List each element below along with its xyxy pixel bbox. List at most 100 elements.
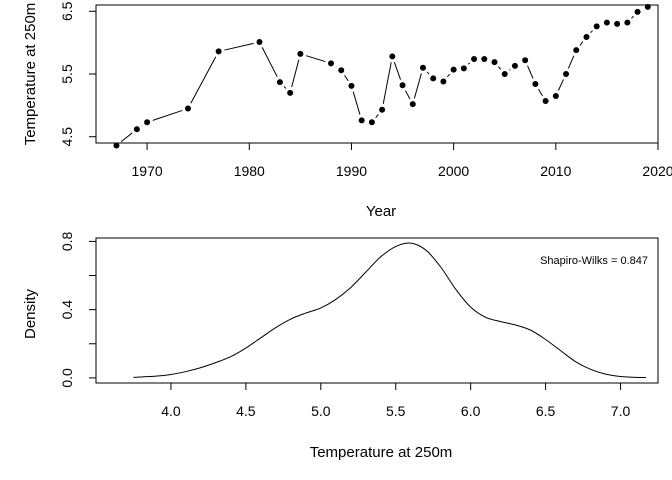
- series-segment: [344, 74, 349, 82]
- series-segment: [224, 42, 254, 51]
- x-tick-label: 7.0: [611, 403, 631, 419]
- x-tick-label: 4.0: [161, 403, 181, 419]
- time-series-panel: 1970 1980 1990 2000 2010 2020 4.5 5.5 6.5 Year T…: [22, 1, 672, 220]
- data-point: [614, 20, 621, 27]
- series-segment: [527, 65, 534, 79]
- series-segment: [557, 79, 564, 91]
- series-segment: [426, 71, 430, 75]
- series-segment: [509, 69, 511, 71]
- data-point: [419, 64, 426, 71]
- series-segment: [631, 15, 634, 19]
- data-point: [440, 78, 447, 85]
- data-point: [287, 89, 294, 96]
- data-point: [399, 82, 406, 89]
- x-tick-label: 5.0: [311, 403, 331, 419]
- density-y-label: Density: [22, 288, 39, 339]
- data-point: [644, 3, 651, 10]
- time-series-frame: [95, 4, 659, 144]
- time-series-lines: [120, 15, 634, 143]
- density-x-label: Temperature at 250m: [310, 444, 453, 461]
- series-segment: [467, 62, 470, 65]
- x-tick-label: 2020: [642, 163, 672, 179]
- series-segment: [190, 56, 217, 104]
- data-point: [430, 75, 437, 82]
- x-tick-label: 2000: [438, 163, 469, 179]
- data-point: [532, 81, 539, 88]
- data-point: [624, 19, 631, 26]
- time-series-y-label: Temperature at 250m: [22, 3, 39, 146]
- series-segment: [590, 30, 593, 34]
- data-point: [522, 57, 529, 64]
- data-point: [460, 65, 467, 72]
- y-tick-label: 6.5: [59, 1, 75, 21]
- data-point: [552, 92, 559, 99]
- shapiro-wilks-annotation: Shapiro-Wilks = 0.847: [540, 255, 648, 267]
- data-point: [593, 23, 600, 30]
- x-tick-label: 1990: [336, 163, 367, 179]
- data-point: [634, 8, 641, 15]
- data-point: [256, 39, 263, 46]
- data-point: [450, 66, 457, 73]
- data-point: [133, 126, 140, 133]
- data-point: [573, 47, 580, 54]
- data-point: [358, 117, 365, 124]
- y-tick-label: 4.5: [59, 127, 75, 147]
- x-tick-label: 2010: [540, 163, 571, 179]
- y-tick-label: 0.4: [59, 300, 75, 320]
- series-segment: [393, 61, 402, 80]
- series-segment: [404, 90, 411, 100]
- x-tick-label: 4.5: [236, 403, 256, 419]
- data-point: [215, 48, 222, 55]
- x-tick-label: 1980: [234, 163, 265, 179]
- data-point: [409, 101, 416, 108]
- data-point: [338, 67, 345, 74]
- density-curve: [133, 242, 647, 379]
- series-segment: [120, 132, 133, 143]
- data-point: [368, 119, 375, 126]
- time-series-points: [113, 3, 651, 149]
- data-point: [603, 19, 610, 26]
- series-segment: [261, 47, 278, 78]
- series-segment: [498, 66, 502, 70]
- data-point: [328, 60, 335, 67]
- series-segment: [352, 91, 361, 115]
- density-frame: [95, 237, 659, 384]
- time-series-axes: 1970 1980 1990 2000 2010 2020 4.5 5.5 6.5: [59, 1, 672, 179]
- x-tick-label: 5.5: [386, 403, 406, 419]
- x-tick-label: 6.0: [461, 403, 481, 419]
- series-segment: [579, 41, 584, 46]
- data-point: [491, 59, 498, 66]
- series-segment: [152, 109, 183, 121]
- series-segment: [413, 73, 422, 99]
- data-point: [144, 119, 151, 126]
- x-tick-label: 6.5: [536, 403, 556, 419]
- data-point: [471, 55, 478, 62]
- data-point: [389, 53, 396, 60]
- series-segment: [375, 114, 379, 118]
- data-point: [348, 82, 355, 89]
- series-segment: [305, 55, 326, 63]
- series-segment: [567, 55, 575, 69]
- series-segment: [291, 59, 300, 88]
- data-point: [511, 62, 518, 69]
- series-segment: [283, 86, 287, 89]
- series-segment: [538, 88, 543, 97]
- density-panel: 4.0 4.5 5.0 5.5 6.0 6.5 7.0 0.0 0.4 0.8 Shapiro-W…: [22, 231, 659, 461]
- data-point: [297, 50, 304, 57]
- y-tick-label: 5.5: [59, 64, 75, 84]
- y-tick-label: 0.8: [59, 231, 75, 251]
- data-point: [379, 106, 386, 113]
- data-point: [542, 97, 549, 104]
- series-segment: [382, 62, 392, 104]
- time-series-x-label: Year: [366, 203, 396, 220]
- data-point: [501, 71, 508, 77]
- data-point: [113, 142, 120, 149]
- data-point: [481, 55, 488, 62]
- x-tick-label: 1970: [132, 163, 163, 179]
- density-axes: 4.0 4.5 5.0 5.5 6.0 6.5 7.0 0.0 0.4 0.8: [59, 231, 630, 419]
- data-point: [276, 79, 283, 86]
- data-point: [563, 71, 570, 77]
- data-point: [583, 33, 590, 40]
- series-segment: [446, 73, 451, 78]
